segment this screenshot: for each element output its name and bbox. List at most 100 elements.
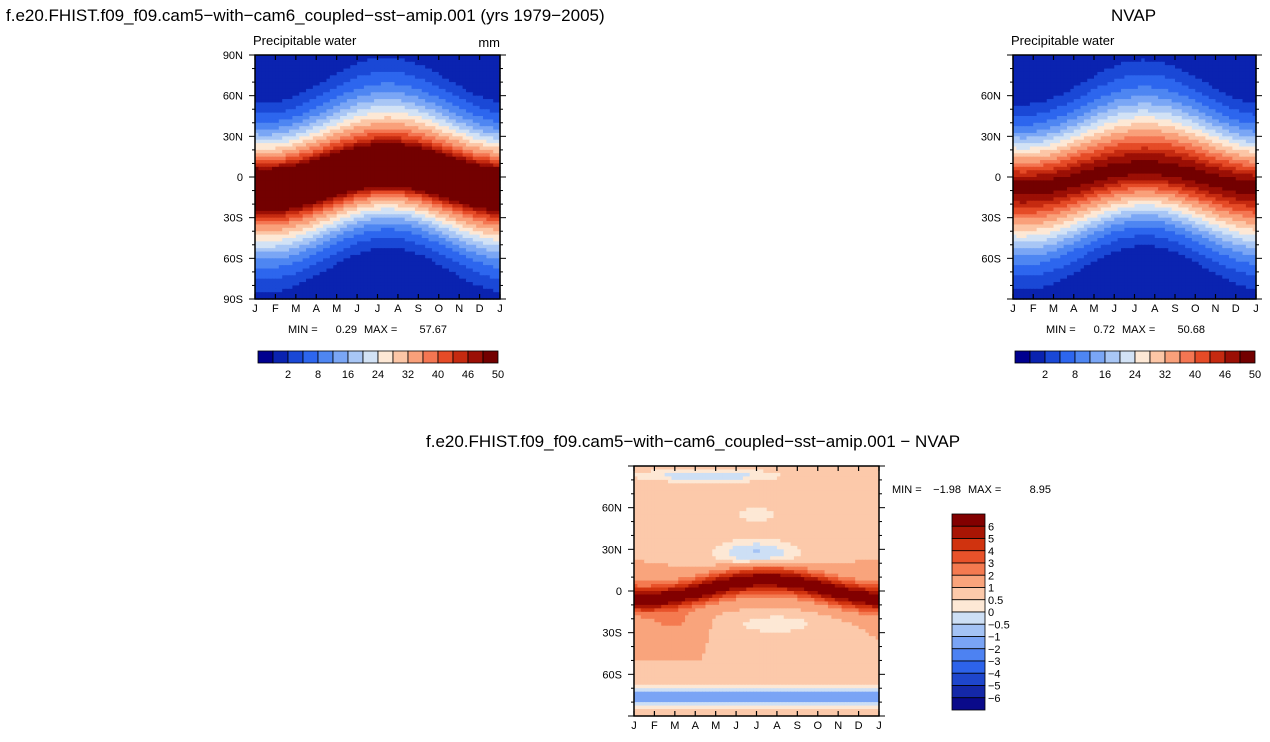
model-cell <box>312 207 317 212</box>
model-cell <box>421 265 426 270</box>
model-cell <box>431 105 436 110</box>
model-cell <box>350 95 355 100</box>
model-cell <box>326 95 331 100</box>
model-cell <box>397 85 402 90</box>
model-cell <box>411 224 416 229</box>
model-cell <box>340 261 345 266</box>
model-cell <box>323 207 328 212</box>
model-cell <box>472 231 477 236</box>
model-cell <box>384 109 389 114</box>
model-cell <box>360 200 365 205</box>
model-cell <box>445 143 450 148</box>
model-cell <box>442 122 447 127</box>
model-cell <box>340 126 345 131</box>
model-cell <box>476 149 481 154</box>
model-cell <box>353 180 358 185</box>
model-cell <box>343 200 348 205</box>
model-cell <box>312 146 317 151</box>
model-cell <box>258 183 263 188</box>
model-cell <box>445 193 450 198</box>
model-cell <box>282 71 287 76</box>
model-cell <box>465 187 470 192</box>
model-cell <box>268 275 273 280</box>
model-cell <box>333 119 338 124</box>
model-cell <box>312 271 317 276</box>
model-cell <box>408 146 413 151</box>
model-cell <box>350 109 355 114</box>
model-cell <box>261 112 266 117</box>
model-cell <box>421 132 426 137</box>
model-cell <box>282 282 287 287</box>
model-cell <box>282 132 287 137</box>
model-cell <box>452 160 457 165</box>
model-cell <box>319 183 324 188</box>
model-cell <box>265 248 270 253</box>
model-cell <box>465 58 470 63</box>
model-cell <box>380 224 385 229</box>
model-cell <box>374 238 379 242</box>
model-cell <box>431 82 436 87</box>
model-cell <box>435 122 440 127</box>
model-cell <box>482 204 487 209</box>
model-cell <box>476 268 481 273</box>
model-cell <box>316 153 321 158</box>
model-cell <box>414 146 419 151</box>
model-cell <box>387 227 392 232</box>
model-cell <box>435 105 440 110</box>
model-cell <box>272 214 277 219</box>
model-cell <box>343 109 348 114</box>
model-cell <box>384 241 389 246</box>
model-cell <box>319 82 324 87</box>
model-cell <box>346 221 351 226</box>
model-cell <box>384 143 389 148</box>
model-cell <box>414 251 419 256</box>
model-cell <box>496 75 501 80</box>
model-cell <box>414 99 419 104</box>
model-cell <box>472 217 477 222</box>
model-cell <box>295 112 300 117</box>
model-cell <box>421 241 426 246</box>
model-cell <box>336 55 341 59</box>
model-cell <box>336 68 341 73</box>
model-cell <box>343 112 348 117</box>
model-cell <box>367 149 372 154</box>
model-cell <box>384 190 389 195</box>
model-cell <box>380 129 385 134</box>
model-cell <box>272 231 277 236</box>
model-cell <box>312 204 317 209</box>
model-cell <box>472 261 477 266</box>
model-cell <box>384 248 389 253</box>
model-cell <box>268 193 273 198</box>
model-cell <box>336 200 341 205</box>
model-cell <box>292 92 297 97</box>
model-cell <box>285 177 290 181</box>
model-cell <box>476 126 481 131</box>
model-cell <box>299 65 304 70</box>
model-cell <box>394 238 399 242</box>
model-cell <box>261 160 266 165</box>
model-cell <box>387 139 392 144</box>
model-cell <box>401 55 406 59</box>
model-cell <box>384 251 389 256</box>
model-cell <box>472 275 477 280</box>
model-cell <box>333 166 338 171</box>
model-cell <box>275 268 280 273</box>
model-cell <box>489 156 494 161</box>
model-cell <box>404 241 409 246</box>
model-cell <box>255 180 259 185</box>
model-cell <box>265 278 270 283</box>
model-cell <box>479 160 484 165</box>
model-cell <box>374 143 379 148</box>
model-cell <box>428 68 433 73</box>
model-cell <box>472 238 477 242</box>
model-cell <box>255 238 259 242</box>
model-cell <box>316 160 321 165</box>
model-cell <box>357 136 362 141</box>
model-cell <box>340 207 345 212</box>
model-cell <box>465 231 470 236</box>
model-cell <box>285 278 290 283</box>
model-cell <box>401 204 406 209</box>
model-cell <box>462 102 467 107</box>
model-cell <box>258 251 263 256</box>
model-cell <box>319 285 324 290</box>
